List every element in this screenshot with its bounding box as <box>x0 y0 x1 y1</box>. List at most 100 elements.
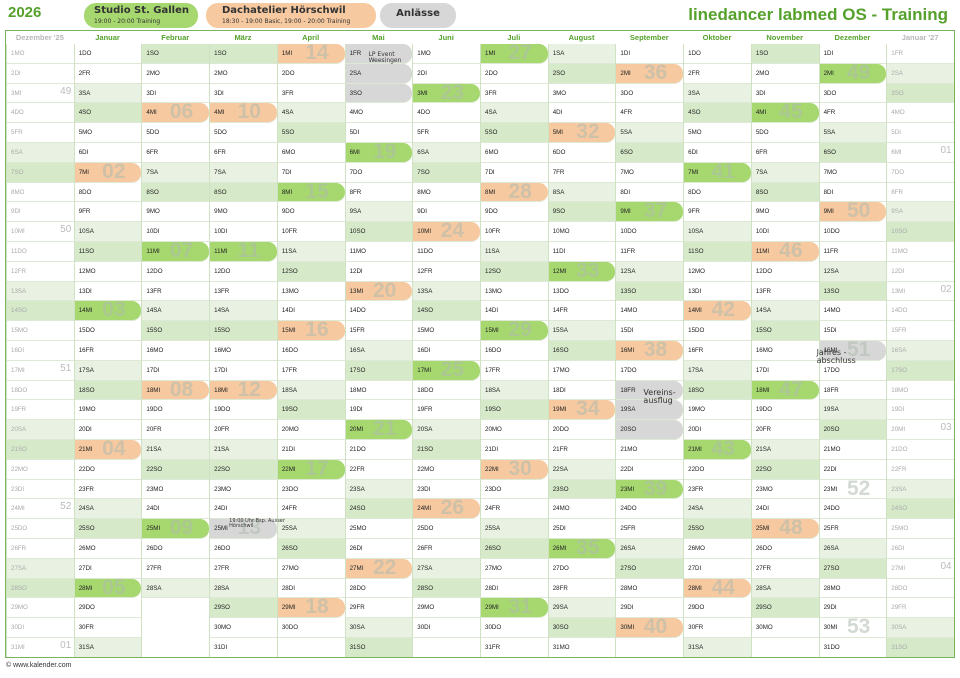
day-cell[interactable]: 5SO <box>277 123 345 143</box>
day-cell[interactable]: 17DI <box>142 361 210 381</box>
day-cell[interactable]: 30SA <box>887 618 954 638</box>
day-cell[interactable]: 15SA <box>548 321 616 341</box>
day-cell[interactable]: 28MO <box>819 579 887 599</box>
day-cell[interactable]: 14SA <box>210 301 277 322</box>
day-cell[interactable]: 22DO <box>74 460 142 480</box>
day-cell[interactable]: 6MO <box>277 143 345 163</box>
day-cell[interactable]: 28DI <box>481 579 548 599</box>
day-cell[interactable]: 25MI <box>210 519 277 539</box>
day-cell[interactable]: 29SO <box>751 598 819 619</box>
tag-studio-st-gallen[interactable]: Studio St. Gallen 19:00 - 20:00 Training <box>84 3 198 28</box>
day-cell[interactable]: 12MO <box>684 262 751 282</box>
day-cell[interactable]: 24FR <box>481 499 548 520</box>
day-cell[interactable]: 30MO <box>751 618 819 638</box>
day-cell[interactable]: 16MO <box>142 341 210 361</box>
day-cell[interactable]: 12DI <box>345 262 413 282</box>
day-cell[interactable]: 8SO <box>210 182 277 203</box>
day-cell[interactable]: 16DO <box>481 341 548 361</box>
day-cell[interactable]: 22SO <box>142 459 210 480</box>
day-cell[interactable]: 25SA <box>277 519 345 539</box>
day-cell[interactable]: 5FR <box>413 123 480 143</box>
day-cell[interactable]: 25DI <box>548 519 616 539</box>
day-cell[interactable]: 26MO <box>684 539 751 559</box>
day-cell[interactable]: 4FR <box>819 103 887 124</box>
day-cell[interactable]: 13MI <box>345 281 413 302</box>
day-cell[interactable]: 30FR <box>684 618 751 638</box>
day-cell[interactable]: 5FR <box>7 123 74 143</box>
day-cell[interactable]: 9DO <box>481 202 548 223</box>
day-cell[interactable]: 2SO <box>548 63 616 84</box>
day-cell[interactable]: 28SA <box>210 578 277 599</box>
day-cell[interactable]: 14SO <box>7 301 74 322</box>
day-cell[interactable]: 2MO <box>210 64 277 84</box>
day-cell[interactable]: 8FR <box>887 183 954 203</box>
day-cell[interactable]: 17FR <box>481 361 548 381</box>
day-cell[interactable]: 28MI <box>684 578 751 599</box>
day-cell[interactable]: 8MO <box>413 183 480 203</box>
day-cell[interactable]: 1SO <box>210 44 277 64</box>
day-cell[interactable]: 24SA <box>684 499 751 520</box>
day-cell[interactable]: 19DO <box>142 400 210 421</box>
day-cell[interactable]: 4MO <box>345 103 413 124</box>
day-cell[interactable]: 31SO <box>887 638 954 657</box>
day-cell[interactable]: 15SO <box>210 321 277 341</box>
day-cell[interactable]: 10FR <box>277 222 345 242</box>
day-cell[interactable]: 30MI <box>819 618 887 638</box>
day-cell[interactable]: 16FR <box>74 341 142 361</box>
day-cell[interactable]: 15MI <box>481 321 548 341</box>
day-cell[interactable]: 7DO <box>887 163 954 183</box>
day-cell[interactable]: 24DI <box>751 499 819 520</box>
day-cell[interactable]: 1DO <box>684 44 751 64</box>
day-cell[interactable]: 15DO <box>74 321 142 341</box>
day-cell[interactable]: 17SO <box>345 360 413 381</box>
day-cell[interactable]: 14DO <box>345 301 413 322</box>
day-cell[interactable]: 16MI <box>616 341 684 361</box>
day-cell[interactable]: 17DO <box>616 361 684 381</box>
day-cell[interactable]: 20MI <box>887 420 954 440</box>
day-cell[interactable]: 28MO <box>616 579 684 599</box>
day-cell[interactable]: 12SO <box>481 261 548 282</box>
day-cell[interactable]: 4SO <box>684 103 751 124</box>
day-cell[interactable]: 2SA <box>345 63 413 84</box>
day-cell[interactable]: 11MI <box>142 242 210 262</box>
day-cell[interactable]: 20DI <box>74 420 142 440</box>
day-cell[interactable]: 7SO <box>413 162 480 183</box>
day-cell[interactable]: 24MI <box>7 499 74 520</box>
day-cell[interactable]: 21MO <box>616 440 684 460</box>
day-cell[interactable]: 2DO <box>277 64 345 84</box>
day-cell[interactable]: 10SO <box>887 222 954 242</box>
day-cell[interactable]: 31SO <box>345 638 413 657</box>
day-cell[interactable]: 19FR <box>7 400 74 421</box>
day-cell[interactable]: 23DI <box>413 480 480 500</box>
day-cell[interactable]: 30MI <box>616 618 684 638</box>
day-cell[interactable]: 4MI <box>751 103 819 124</box>
day-cell[interactable]: 13DO <box>548 282 616 302</box>
day-cell[interactable]: 11MI <box>210 242 277 262</box>
day-cell[interactable]: 9FR <box>74 202 142 223</box>
day-cell[interactable]: 29SO <box>210 598 277 619</box>
day-cell[interactable]: 23MO <box>210 480 277 500</box>
day-cell[interactable]: 26SA <box>819 539 887 559</box>
day-cell[interactable]: 17SA <box>684 360 751 381</box>
day-cell[interactable]: 24DO <box>819 499 887 520</box>
day-cell[interactable]: 4DI <box>548 103 616 124</box>
day-cell[interactable]: 16MO <box>210 341 277 361</box>
day-cell[interactable]: 25MI <box>142 519 210 539</box>
day-cell[interactable]: 3DI <box>142 84 210 104</box>
tag-anlaesse[interactable]: Anlässe <box>380 3 456 28</box>
day-cell[interactable]: 9DO <box>277 202 345 223</box>
day-cell[interactable]: 17DI <box>751 361 819 381</box>
day-cell[interactable]: 9FR <box>684 202 751 223</box>
day-cell[interactable]: 13SO <box>616 281 684 302</box>
day-cell[interactable]: 26SO <box>277 539 345 559</box>
day-cell[interactable]: 8SO <box>751 182 819 203</box>
day-cell[interactable]: 8DO <box>74 183 142 203</box>
day-cell[interactable]: 29SA <box>548 598 616 619</box>
day-cell[interactable]: 20SA <box>7 420 74 440</box>
day-cell[interactable]: 4SO <box>74 103 142 124</box>
day-cell[interactable]: 30FR <box>74 618 142 638</box>
day-cell[interactable]: 18DO <box>7 381 74 401</box>
day-cell[interactable]: 23FR <box>684 480 751 500</box>
day-cell[interactable]: 12DO <box>210 262 277 282</box>
day-cell[interactable]: 19MI <box>548 400 616 421</box>
